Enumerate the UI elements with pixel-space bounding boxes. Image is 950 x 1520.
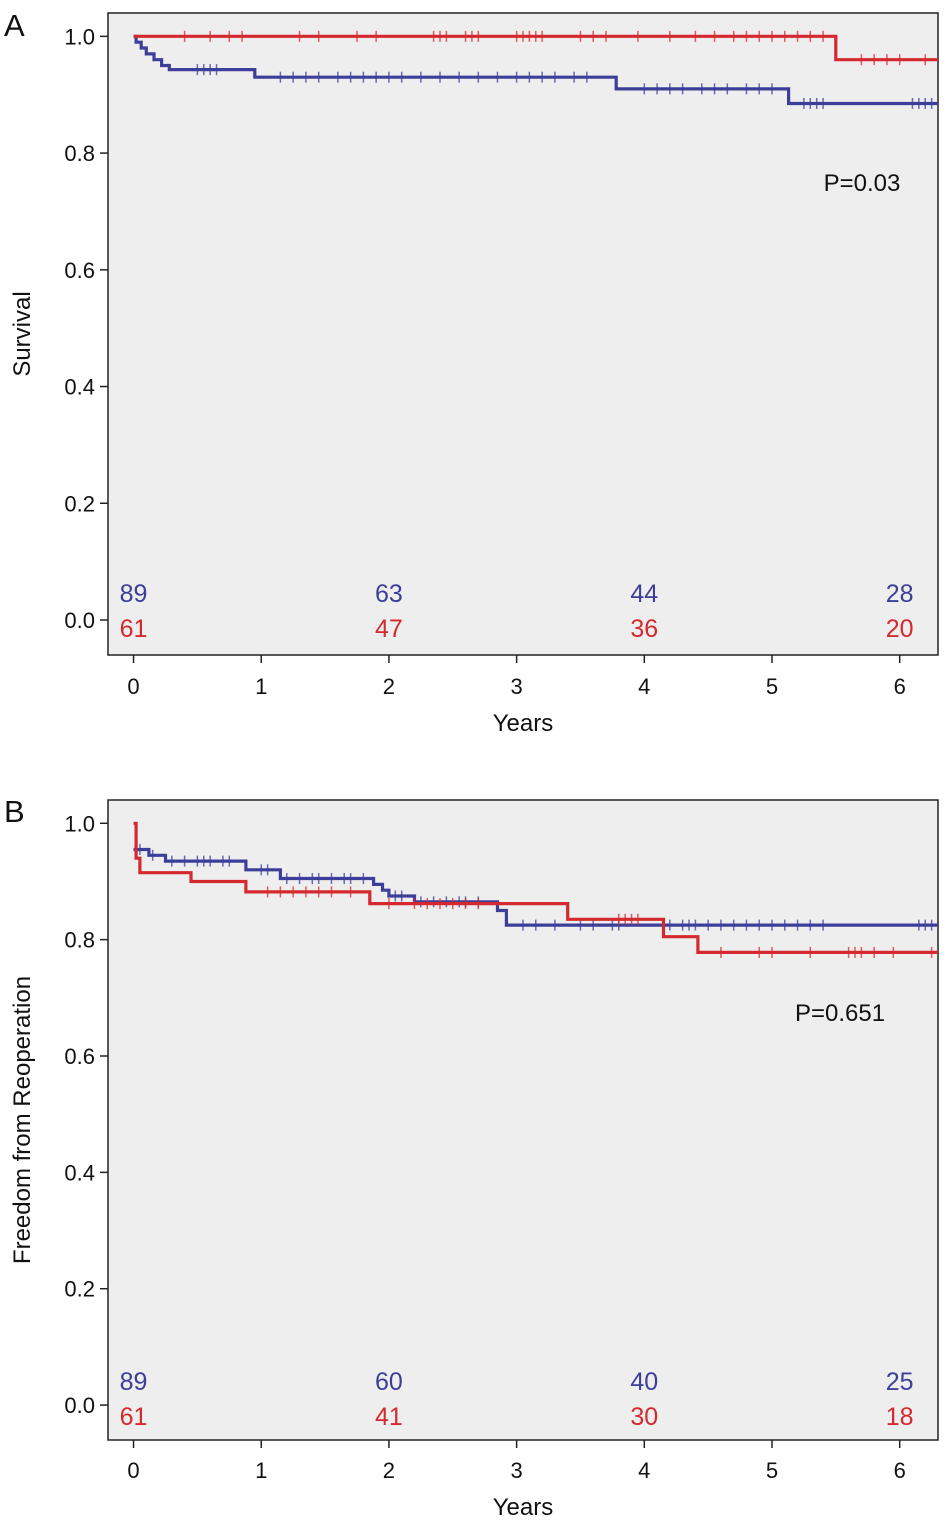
y-axis-title: Freedom from Reoperation — [9, 976, 36, 1264]
y-tick-label: 0.6 — [64, 258, 95, 283]
x-tick-label: 3 — [510, 1458, 522, 1483]
plot-area — [107, 12, 939, 656]
p-value-annotation: P=0.651 — [795, 1000, 885, 1027]
x-tick-label: 4 — [638, 1458, 650, 1483]
at-risk-blue: 89 — [120, 1368, 148, 1396]
x-tick-label: 5 — [766, 1458, 778, 1483]
at-risk-red: 61 — [120, 615, 148, 643]
at-risk-red: 20 — [886, 615, 914, 643]
y-tick-label: 0.2 — [64, 1277, 95, 1302]
y-tick-label: 1.0 — [64, 811, 95, 836]
panel-label: B — [4, 794, 25, 829]
y-tick-label: 0.0 — [64, 1393, 95, 1418]
y-tick-label: 0.0 — [64, 608, 95, 633]
at-risk-blue: 44 — [630, 580, 658, 608]
at-risk-red: 30 — [630, 1403, 658, 1431]
x-tick-label: 1 — [255, 674, 267, 699]
y-tick-label: 0.2 — [64, 491, 95, 516]
at-risk-red: 61 — [120, 1403, 148, 1431]
at-risk-blue: 25 — [886, 1368, 914, 1396]
x-tick-label: 0 — [127, 1458, 139, 1483]
at-risk-blue: 40 — [630, 1368, 658, 1396]
y-tick-label: 0.8 — [64, 928, 95, 953]
at-risk-red: 36 — [630, 615, 658, 643]
panel-label: A — [4, 8, 25, 43]
at-risk-red: 18 — [886, 1403, 914, 1431]
survival-curve-blue — [133, 847, 938, 927]
x-tick-label: 6 — [894, 674, 906, 699]
x-tick-label: 3 — [510, 674, 522, 699]
p-value-annotation: P=0.03 — [824, 170, 901, 197]
x-tick-label: 0 — [127, 674, 139, 699]
y-tick-label: 0.4 — [64, 375, 95, 400]
x-tick-label: 2 — [383, 674, 395, 699]
x-tick-label: 1 — [255, 1458, 267, 1483]
y-axis-title: Survival — [9, 291, 36, 376]
y-tick-label: 0.6 — [64, 1044, 95, 1069]
survival-curve-red — [133, 821, 938, 954]
survival-curve-blue — [133, 34, 938, 106]
at-risk-blue: 89 — [120, 580, 148, 608]
at-risk-blue: 60 — [375, 1368, 403, 1396]
chart-panel-b: B 0.0 0.2 0.4 0.6 0.8 1.0 0 1 2 3 4 5 6 Years Freedom f… — [4, 794, 939, 1520]
x-tick-label: 5 — [766, 674, 778, 699]
x-axis-title: Years — [493, 710, 554, 737]
x-tick-label: 6 — [894, 1458, 906, 1483]
at-risk-blue: 63 — [375, 580, 403, 608]
y-tick-label: 0.4 — [64, 1160, 95, 1185]
x-tick-label: 2 — [383, 1458, 395, 1483]
x-axis-title: Years — [493, 1494, 554, 1520]
y-tick-label: 0.8 — [64, 141, 95, 166]
at-risk-red: 47 — [375, 615, 403, 643]
plot-area — [107, 799, 939, 1441]
chart-panel-a: A 0.0 0.2 0.4 0.6 0.8 1.0 0 1 2 3 4 5 6 Years Survival P… — [4, 8, 939, 737]
y-tick-label: 1.0 — [64, 24, 95, 49]
at-risk-red: 41 — [375, 1403, 403, 1431]
at-risk-blue: 28 — [886, 580, 914, 608]
x-tick-label: 4 — [638, 674, 650, 699]
